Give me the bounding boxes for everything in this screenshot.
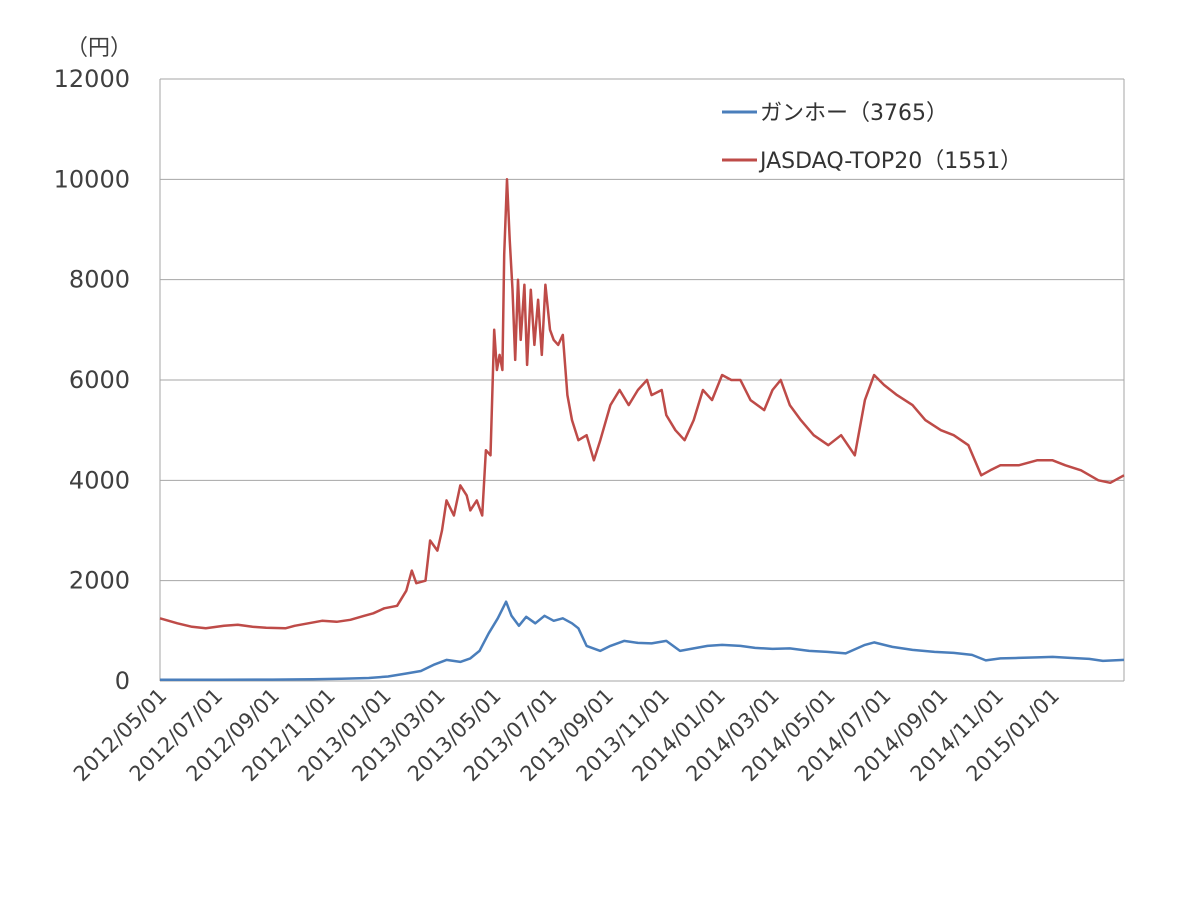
series-line-gungho — [160, 600, 1125, 681]
y-tick-label: 8000 — [69, 266, 130, 294]
series-lines — [159, 178, 1125, 681]
y-tick-label: 12000 — [54, 65, 130, 93]
y-axis-ticks: 0 2000 4000 6000 8000 10000 12000 — [54, 65, 130, 695]
y-tick-label: 4000 — [69, 466, 130, 494]
y-tick-label: 10000 — [54, 165, 130, 193]
legend-label-gungho: ガンホー（3765） — [760, 101, 948, 126]
y-tick-label: 2000 — [69, 567, 130, 595]
legend: ガンホー（3765） JASDAQ-TOP20（1551） — [722, 101, 1022, 174]
x-axis-ticks: 2012/05/012012/07/012012/09/012012/11/01… — [69, 684, 1064, 787]
y-axis-unit-label: （円） — [66, 36, 132, 61]
y-tick-label: 0 — [115, 667, 130, 695]
gridlines — [159, 78, 1125, 682]
y-tick-label: 6000 — [69, 366, 130, 394]
series-line-jasdaq — [159, 178, 1125, 630]
legend-label-jasdaq: JASDAQ-TOP20（1551） — [758, 149, 1022, 174]
